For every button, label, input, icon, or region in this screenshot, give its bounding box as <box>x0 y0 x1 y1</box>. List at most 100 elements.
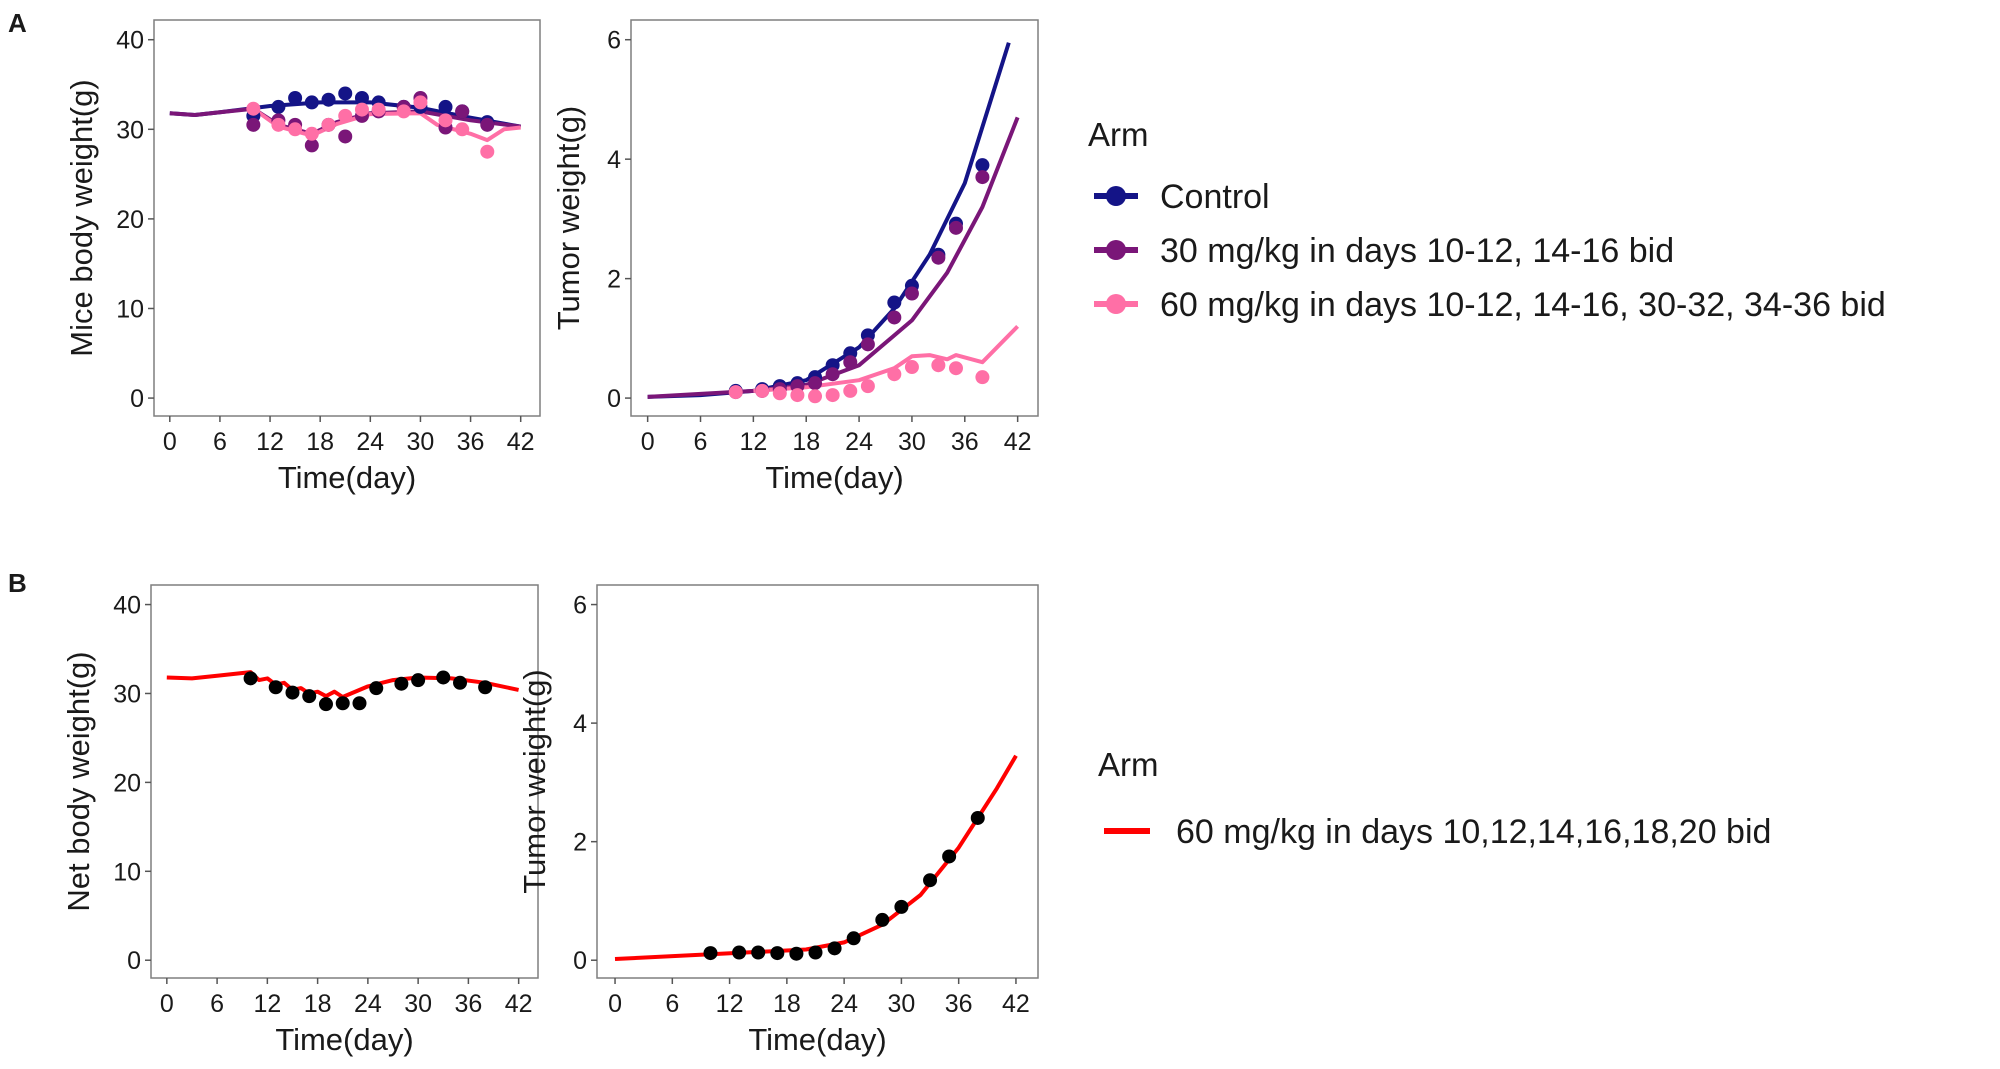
data-point-1 <box>338 129 353 144</box>
x-tick-label: 18 <box>306 428 334 456</box>
x-tick-label: 42 <box>507 428 535 456</box>
y-tick-label: 4 <box>573 710 587 738</box>
y-axis-title: Mice body weight(g) <box>64 79 99 356</box>
y-tick-label: 2 <box>573 829 587 857</box>
data-point-2 <box>371 102 386 117</box>
plot-frame <box>596 584 1039 979</box>
data-point-2 <box>948 361 963 376</box>
data-point-0 <box>970 810 985 825</box>
y-tick-label: 30 <box>113 680 141 708</box>
data-point-1 <box>480 117 495 132</box>
x-tick-label: 24 <box>845 428 873 456</box>
x-tick-label: 6 <box>210 990 224 1018</box>
panel-label-b: B <box>8 568 27 598</box>
data-point-0 <box>732 945 747 960</box>
data-point-2 <box>808 389 823 404</box>
data-point-2 <box>843 383 858 398</box>
data-point-1 <box>304 138 319 153</box>
x-tick-label: 0 <box>160 990 174 1018</box>
x-tick-label: 24 <box>356 428 384 456</box>
data-point-2 <box>975 370 990 385</box>
data-point-0 <box>808 945 823 960</box>
data-point-0 <box>703 946 718 961</box>
data-point-0 <box>478 680 493 695</box>
data-point-1 <box>808 376 823 391</box>
data-point-2 <box>825 388 840 403</box>
x-tick-label: 6 <box>665 990 679 1018</box>
x-tick-label: 30 <box>407 428 435 456</box>
data-point-0 <box>338 86 353 101</box>
y-tick-label: 10 <box>116 295 144 323</box>
data-point-2 <box>271 117 286 132</box>
y-tick-label: 0 <box>130 385 144 413</box>
legend-dot <box>1106 186 1126 206</box>
data-point-1 <box>931 250 946 265</box>
data-point-0 <box>827 941 842 956</box>
data-point-2 <box>728 385 743 400</box>
series-line-2 <box>753 324 1020 393</box>
y-tick-label: 40 <box>113 592 141 620</box>
data-point-2 <box>755 383 770 398</box>
y-axis-title: Tumor weight(g) <box>517 669 552 894</box>
data-point-0 <box>304 95 319 110</box>
x-tick-label: 24 <box>354 990 382 1018</box>
legend-a-item-control: Control <box>1094 178 1270 216</box>
x-axis-title: Time(day) <box>748 1022 886 1057</box>
y-tick-label: 30 <box>116 116 144 144</box>
data-point-0 <box>846 931 861 946</box>
legend-a-label-2: 60 mg/kg in days 10-12, 14-16, 30-32, 34… <box>1160 286 1886 324</box>
data-point-0 <box>335 696 350 711</box>
legend-a-label-0: Control <box>1160 178 1270 216</box>
data-point-0 <box>894 899 909 914</box>
x-axis-title: Time(day) <box>278 460 416 495</box>
x-tick-label: 18 <box>773 990 801 1018</box>
data-point-0 <box>321 92 336 107</box>
data-point-2 <box>790 388 805 403</box>
y-tick-label: 0 <box>127 947 141 975</box>
y-tick-label: 0 <box>607 385 621 413</box>
data-point-1 <box>860 337 875 352</box>
x-tick-label: 36 <box>951 428 979 456</box>
data-point-0 <box>438 99 453 114</box>
data-point-0 <box>369 681 384 696</box>
data-point-2 <box>860 379 875 394</box>
x-axis-title: Time(day) <box>275 1022 413 1057</box>
legend-a: Arm Control 30 mg/kg in days 10-12, 14-1… <box>1088 116 1886 324</box>
legend-a-item-30mg: 30 mg/kg in days 10-12, 14-16 bid <box>1094 232 1674 270</box>
x-tick-label: 24 <box>830 990 858 1018</box>
x-tick-label: 42 <box>1002 990 1030 1018</box>
x-tick-label: 42 <box>1004 428 1032 456</box>
x-tick-label: 0 <box>163 428 177 456</box>
data-point-1 <box>887 310 902 325</box>
x-axis-title: Time(day) <box>765 460 903 495</box>
data-point-0 <box>770 946 785 961</box>
data-point-2 <box>396 104 411 119</box>
data-point-0 <box>789 946 804 961</box>
data-point-2 <box>480 144 495 159</box>
legend-a-title: Arm <box>1088 116 1149 153</box>
data-point-0 <box>318 697 333 712</box>
panel-label-a: A <box>8 8 27 38</box>
data-point-0 <box>975 158 990 173</box>
x-tick-label: 6 <box>213 428 227 456</box>
legend-b: Arm 60 mg/kg in days 10,12,14,16,18,20 b… <box>1098 746 1771 851</box>
data-point-2 <box>413 95 428 110</box>
data-point-2 <box>321 117 336 132</box>
data-point-0 <box>436 670 451 685</box>
plot-frame <box>153 19 541 417</box>
legend-dot <box>1106 294 1126 314</box>
data-point-1 <box>455 104 470 119</box>
legend-dot <box>1106 240 1126 260</box>
data-point-2 <box>887 367 902 382</box>
x-tick-label: 0 <box>608 990 622 1018</box>
data-point-1 <box>843 355 858 370</box>
legend-a-item-60mg: 60 mg/kg in days 10-12, 14-16, 30-32, 34… <box>1094 286 1886 324</box>
data-point-0 <box>887 295 902 310</box>
data-point-0 <box>243 671 258 686</box>
data-point-2 <box>246 101 261 116</box>
y-tick-label: 10 <box>113 858 141 886</box>
x-tick-label: 12 <box>739 428 767 456</box>
data-point-0 <box>285 685 300 700</box>
